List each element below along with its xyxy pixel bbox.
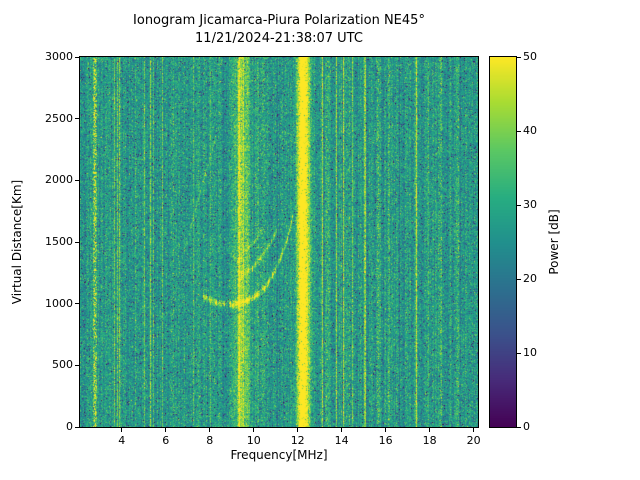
y-tick-mark xyxy=(75,303,79,305)
colorbar-tick-mark xyxy=(517,204,521,206)
y-tick-mark xyxy=(75,241,79,243)
x-tick-label: 8 xyxy=(206,434,214,447)
y-tick-label: 1000 xyxy=(45,296,73,310)
colorbar-tick-label: 10 xyxy=(523,346,537,359)
x-tick-mark xyxy=(121,428,123,432)
colorbar-tick-label: 50 xyxy=(523,50,537,63)
x-tick-mark xyxy=(385,428,387,432)
x-tick-mark xyxy=(341,428,343,432)
x-tick-mark xyxy=(253,428,255,432)
y-tick-mark xyxy=(75,56,79,58)
x-tick-label: 12 xyxy=(290,434,305,447)
colorbar-tick-label: 30 xyxy=(523,198,537,211)
x-tick-label: 20 xyxy=(466,434,481,447)
y-tick-label: 2500 xyxy=(45,111,73,125)
colorbar-label: Power [dB] xyxy=(547,209,561,275)
x-tick-label: 16 xyxy=(378,434,393,447)
y-tick-label: 3000 xyxy=(45,50,73,63)
x-tick-mark xyxy=(429,428,431,432)
x-tick-mark xyxy=(209,428,211,432)
y-axis-label: Virtual Distance[Km] xyxy=(10,179,24,305)
colorbar-tick-mark xyxy=(517,56,521,58)
y-tick-mark xyxy=(75,426,79,428)
y-tick-label: 0 xyxy=(66,420,73,433)
y-tick-mark xyxy=(75,179,79,181)
chart-title-line2: 11/21/2024-21:38:07 UTC xyxy=(195,31,363,46)
chart-title-line1: Ionogram Jicamarca-Piura Polarization NE… xyxy=(133,13,425,28)
y-tick-label: 2000 xyxy=(45,173,73,187)
x-tick-label: 18 xyxy=(422,434,437,447)
x-axis-label: Frequency[MHz] xyxy=(230,448,328,462)
colorbar-tick-label: 0 xyxy=(523,420,530,433)
x-tick-label: 6 xyxy=(162,434,170,447)
colorbar-tick-mark xyxy=(517,130,521,132)
colorbar-tick-mark xyxy=(517,352,521,354)
colorbar-tick-mark xyxy=(517,278,521,280)
x-tick-label: 4 xyxy=(118,434,126,447)
colorbar-tick-label: 40 xyxy=(523,124,537,137)
y-tick-label: 1500 xyxy=(45,235,73,248)
heatmap-plot-area xyxy=(79,56,479,428)
x-tick-mark xyxy=(473,428,475,432)
colorbar xyxy=(489,56,517,428)
colorbar-tick-label: 20 xyxy=(523,272,537,285)
x-tick-mark xyxy=(165,428,167,432)
y-tick-label: 500 xyxy=(52,358,73,372)
chart-title: Ionogram Jicamarca-Piura Polarization NE… xyxy=(80,12,478,48)
x-tick-label: 14 xyxy=(334,434,349,447)
y-tick-mark xyxy=(75,118,79,120)
x-tick-mark xyxy=(297,428,299,432)
y-tick-mark xyxy=(75,364,79,366)
x-tick-label: 10 xyxy=(246,434,261,447)
colorbar-tick-mark xyxy=(517,426,521,428)
